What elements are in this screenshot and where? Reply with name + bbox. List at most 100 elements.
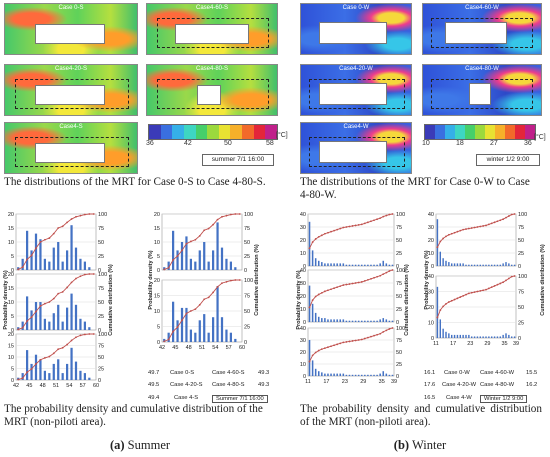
density-bar — [79, 370, 82, 380]
piloti-outline — [431, 79, 533, 109]
cumulative-point — [456, 230, 459, 233]
density-bar — [345, 320, 348, 322]
y-tick-label: 0 — [303, 374, 306, 380]
density-bar — [339, 319, 342, 322]
density-bar — [321, 372, 323, 376]
density-bar — [348, 320, 351, 322]
map-case4-20-s: Case4-20-S — [4, 64, 138, 116]
density-bar — [342, 319, 345, 322]
cumulative-point — [351, 282, 354, 285]
density-bar — [345, 374, 348, 376]
cumulative-point — [473, 226, 476, 229]
y-tick-label: 10 — [8, 240, 14, 246]
x-tick-label: 29 — [484, 341, 490, 347]
y2-tick-label: 25 — [98, 314, 104, 320]
density-bar — [327, 373, 329, 376]
density-bar — [367, 374, 369, 376]
cumulative-point — [314, 238, 317, 240]
cumulative-point — [354, 224, 357, 227]
density-bar — [30, 310, 33, 330]
density-bar — [462, 334, 464, 338]
density-bar — [74, 247, 78, 270]
density-bar — [451, 263, 453, 266]
density-bar — [317, 316, 320, 322]
density-bar — [61, 373, 64, 380]
cumulative-point — [327, 289, 329, 292]
cumulative-point — [354, 282, 357, 284]
cumulative-point — [83, 213, 86, 216]
legend-tick: 36 — [524, 140, 532, 147]
density-bar — [194, 332, 197, 342]
density-bar — [57, 242, 60, 270]
y-tick-label: 30 — [428, 225, 434, 231]
table-value: 49.4 — [148, 395, 160, 401]
density-bar — [330, 263, 332, 266]
y2-tick-label: 75 — [98, 344, 104, 350]
density-bar — [502, 334, 504, 338]
density-bar — [448, 262, 450, 266]
y-tick-label: 0 — [303, 264, 306, 270]
cumulative-point — [39, 305, 42, 307]
y-tick-label: 40 — [428, 274, 434, 280]
density-bar — [324, 263, 326, 266]
cumulative-point — [21, 326, 24, 329]
density-bar — [456, 263, 459, 266]
building — [35, 143, 105, 163]
cumulative-point — [21, 266, 24, 269]
building — [445, 22, 507, 44]
density-bar — [373, 264, 375, 266]
cumulative-point — [447, 301, 450, 303]
y2-tick-label: 50 — [396, 350, 402, 356]
density-bar — [26, 230, 29, 270]
density-bar — [234, 267, 237, 270]
density-bar — [379, 263, 381, 266]
density-bar — [70, 225, 73, 270]
density-bar — [79, 318, 82, 330]
density-bar — [471, 336, 473, 338]
density-bar — [439, 251, 441, 266]
density-bar — [176, 250, 179, 270]
y2-tick-label: 0 — [244, 340, 247, 346]
piloti-outline — [157, 18, 269, 48]
cumulative-point — [167, 338, 170, 341]
cumulative-point — [163, 340, 166, 343]
density-bar — [488, 264, 490, 266]
y-tick-label: 10 — [300, 251, 306, 257]
density-bar — [373, 320, 375, 322]
y-tick-label: 10 — [8, 300, 14, 306]
cumulative-point — [502, 281, 505, 284]
legend-tick: 36 — [146, 140, 154, 147]
cumulative-point — [311, 354, 314, 357]
density-bar — [354, 264, 357, 266]
density-bar — [445, 260, 447, 266]
x-tick-label: 60 — [93, 383, 99, 389]
density-bar — [502, 263, 504, 266]
cumulative-point — [391, 213, 394, 215]
cumulative-point — [88, 333, 91, 335]
cumulative-point — [333, 287, 336, 290]
cumulative-point — [493, 221, 496, 224]
cumulative-point — [339, 227, 342, 230]
map-label: Case 0-W — [342, 5, 370, 11]
cumulative-point — [189, 240, 192, 243]
density-bar — [360, 320, 363, 322]
density-bar — [52, 247, 55, 270]
density-bar — [48, 373, 51, 380]
legend-swatch — [160, 125, 173, 139]
cumulative-point — [363, 280, 366, 282]
cumulative-point — [17, 328, 20, 331]
cumulative-point — [308, 306, 311, 309]
map-label: Case4-20-S — [54, 66, 87, 72]
map-label: Case4-20-W — [339, 66, 373, 72]
density-bar — [308, 221, 311, 266]
legend-swatch — [475, 125, 485, 139]
cumulative-point — [357, 224, 360, 226]
cumulative-point — [493, 285, 496, 287]
summer-maps-caption: The distributions of the MRT for Case 0-… — [4, 176, 266, 188]
cumulative-point — [172, 259, 175, 261]
cumulative-point — [308, 247, 311, 250]
cumulative-point — [323, 347, 326, 350]
y2-tick-label: 25 — [244, 325, 250, 331]
y2-tick-label: 50 — [98, 300, 104, 306]
density-bar — [180, 307, 184, 342]
